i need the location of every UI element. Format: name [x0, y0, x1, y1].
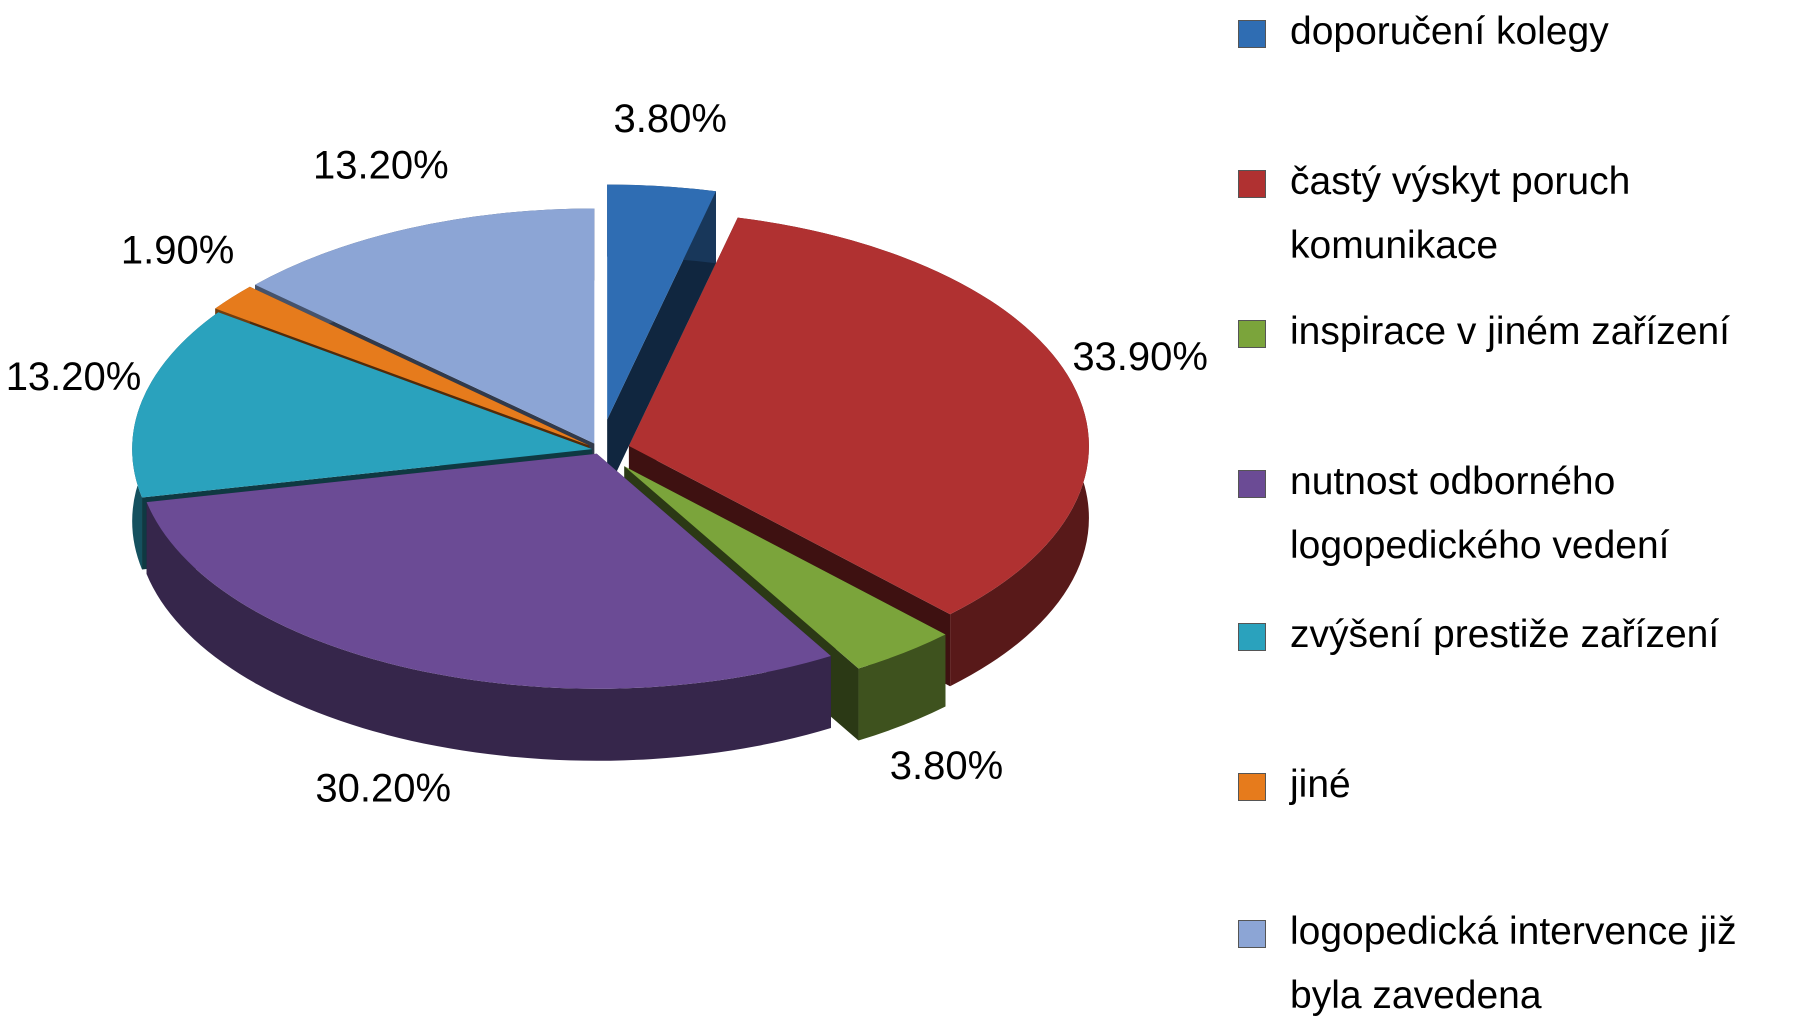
- slice: [146, 453, 831, 689]
- slice: [607, 184, 716, 492]
- legend-item: doporučení kolegy: [1238, 0, 1798, 64]
- slice: [132, 312, 593, 498]
- legend-item: jiné: [1238, 753, 1798, 817]
- slice-side: [858, 634, 946, 741]
- legend-item: logopedická intervence již byla zavedena: [1238, 900, 1798, 1018]
- slice-side: [146, 502, 831, 761]
- legend-label: jiné: [1290, 763, 1351, 806]
- legend-swatch: [1238, 920, 1266, 948]
- legend-label: inspirace v jiném zařízení: [1290, 310, 1731, 353]
- legend-swatch: [1238, 623, 1266, 651]
- data-label: 33.90%: [1072, 335, 1208, 379]
- data-label: 30.20%: [315, 767, 451, 811]
- legend-swatch: [1238, 20, 1266, 48]
- legend-item: nutnost odborného logopedického vedení: [1238, 450, 1798, 578]
- legend-item: zvýšení prestiže zařízení: [1238, 603, 1798, 667]
- slice: [624, 466, 946, 669]
- slice: [607, 184, 716, 420]
- legend-swatch: [1238, 470, 1266, 498]
- slice: [255, 208, 595, 444]
- legend-swatch: [1238, 170, 1266, 198]
- legend-label: doporučení kolegy: [1290, 10, 1609, 53]
- slice: [215, 286, 590, 446]
- data-label: 3.80%: [890, 744, 1003, 788]
- legend-label: nutnost odborného logopedického vedení: [1290, 460, 1670, 567]
- legend-item: častý výskyt poruch komunikace: [1238, 150, 1798, 278]
- legend-label: častý výskyt poruch komunikace: [1290, 160, 1631, 267]
- legend-swatch: [1238, 773, 1266, 801]
- legend-swatch: [1238, 320, 1266, 348]
- slice: [146, 453, 831, 761]
- data-label: 3.80%: [614, 97, 727, 141]
- slice-side: [607, 191, 716, 492]
- legend-label: zvýšení prestiže zařízení: [1290, 613, 1720, 656]
- data-label: 13.20%: [313, 144, 449, 188]
- legend-label: logopedická intervence již byla zavedena: [1290, 910, 1737, 1017]
- data-label: 13.20%: [6, 355, 142, 399]
- data-label: 1.90%: [121, 228, 234, 272]
- slice: [628, 217, 1089, 615]
- legend-item: inspirace v jiném zařízení: [1238, 300, 1798, 364]
